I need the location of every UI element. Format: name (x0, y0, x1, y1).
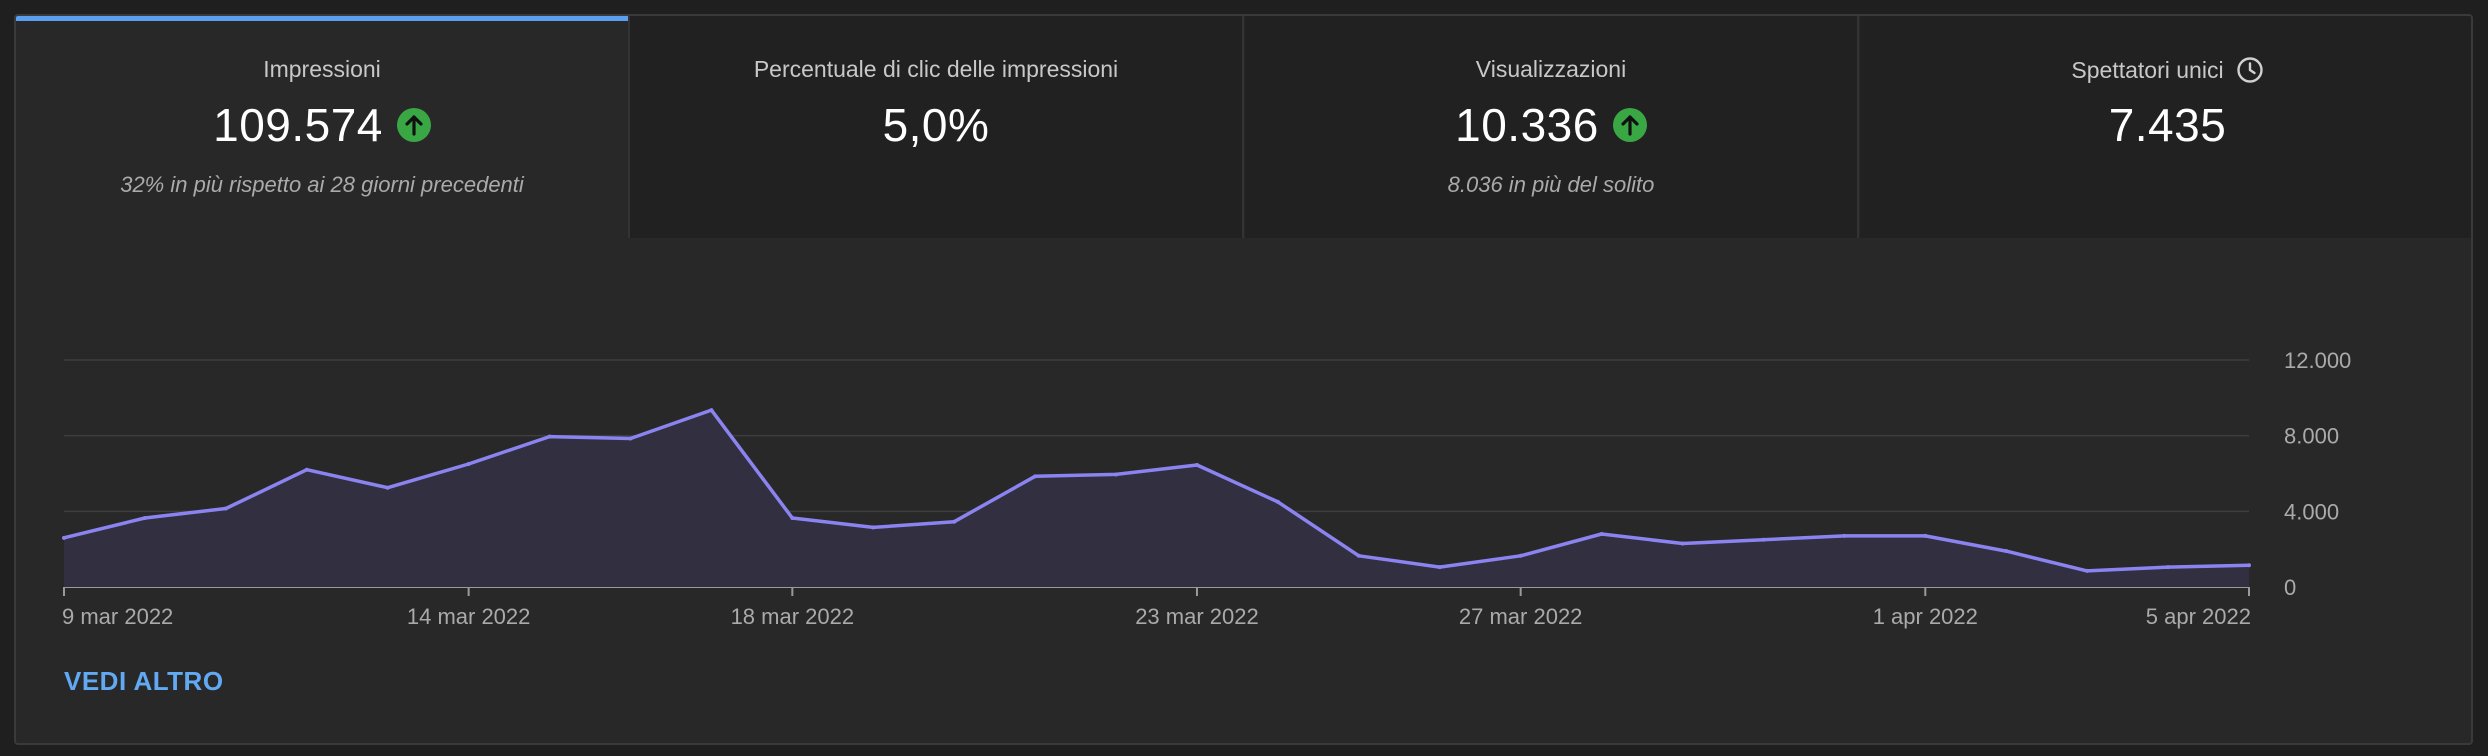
data-point (1356, 553, 1361, 558)
arrow-up-circle-icon (396, 108, 431, 142)
data-point (2085, 568, 2090, 573)
data-point (466, 462, 471, 467)
tab-views[interactable]: Visualizzazioni 10.336 8.036 in più del … (1245, 16, 1859, 238)
data-point (628, 436, 633, 441)
tab-title: Spettatori unici (2071, 56, 2224, 83)
tab-value: 10.336 (1455, 99, 1599, 151)
x-tick-label: 23 mar 2022 (1135, 604, 1259, 629)
x-tick-label: 1 apr 2022 (1873, 604, 1978, 629)
data-point (1437, 565, 1442, 570)
tab-unique-viewers[interactable]: Spettatori unici 7.435 (1860, 16, 2471, 238)
y-tick-label: 4.000 (2284, 499, 2339, 524)
y-tick-label: 0 (2284, 575, 2296, 600)
views-line-chart: 0 4.000 8.000 12.000 9 mar 2022 14 mar 2022 1… (62, 348, 2351, 629)
data-point (790, 515, 795, 520)
data-point (62, 535, 66, 540)
data-point (1275, 499, 1280, 504)
tab-value: 5,0% (882, 99, 990, 151)
tab-title: Impressioni (263, 56, 381, 82)
data-point (142, 515, 147, 520)
tab-subtitle: 8.036 in più del solito (1447, 172, 1655, 197)
chart-area-fill (64, 410, 2249, 587)
metric-tabs: Impressioni 109.574 32% in più rispetto … (16, 16, 2471, 238)
data-point (1680, 541, 1685, 546)
data-point (952, 519, 957, 524)
data-point (1923, 533, 1928, 538)
data-point (2166, 565, 2171, 570)
y-tick-label: 8.000 (2284, 424, 2339, 449)
chart-series-line (63, 408, 2250, 573)
y-tick-label: 12.000 (2284, 348, 2351, 373)
data-point (1842, 533, 1847, 538)
data-point (709, 408, 714, 413)
data-point (223, 506, 228, 511)
data-point (1518, 553, 1523, 558)
clock-icon (2236, 57, 2263, 83)
x-tick-label: 9 mar 2022 (62, 604, 173, 629)
x-tick-label: 27 mar 2022 (1459, 604, 1583, 629)
tab-value: 109.574 (213, 99, 383, 151)
data-point (1114, 472, 1119, 477)
data-point (547, 434, 552, 439)
data-point (1194, 462, 1199, 467)
tab-click-rate[interactable]: Percentuale di clic delle impressioni 5,… (630, 16, 1244, 238)
data-point (2004, 549, 2009, 554)
data-point (385, 485, 390, 490)
analytics-card: Impressioni 109.574 32% in più rispetto … (14, 14, 2473, 745)
tab-title: Percentuale di clic delle impressioni (753, 56, 1119, 82)
tab-value: 7.435 (2108, 99, 2227, 151)
tab-impressions[interactable]: Impressioni 109.574 32% in più rispetto … (16, 16, 630, 238)
x-tick-label: 18 mar 2022 (731, 604, 855, 629)
arrow-up-circle-icon (1612, 108, 1647, 142)
selected-tab-indicator (16, 16, 628, 21)
data-point (871, 525, 876, 530)
data-point (1033, 474, 1038, 479)
see-more-link[interactable]: VEDI ALTRO (64, 666, 224, 696)
x-tick-label: 5 apr 2022 (2146, 604, 2251, 629)
x-tick-label: 14 mar 2022 (407, 604, 531, 629)
data-point (2247, 563, 2251, 568)
tab-title: Visualizzazioni (1475, 56, 1627, 82)
tab-subtitle: 32% in più rispetto ai 28 giorni precede… (120, 172, 524, 197)
data-point (1599, 532, 1604, 537)
data-point (1761, 537, 1766, 542)
data-point (304, 467, 309, 472)
